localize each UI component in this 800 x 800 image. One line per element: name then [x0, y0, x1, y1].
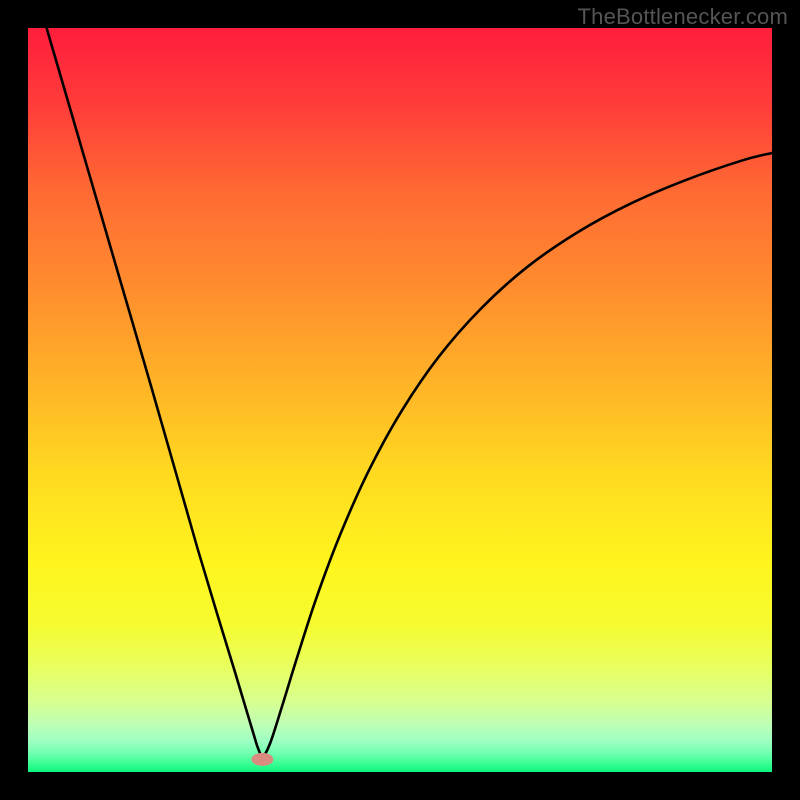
- plot-area: [28, 28, 772, 772]
- chart-frame: TheBottlenecker.com: [0, 0, 800, 800]
- minimum-marker: [251, 753, 273, 766]
- chart-svg: [28, 28, 772, 772]
- gradient-background: [28, 28, 772, 772]
- watermark-text: TheBottlenecker.com: [578, 4, 788, 30]
